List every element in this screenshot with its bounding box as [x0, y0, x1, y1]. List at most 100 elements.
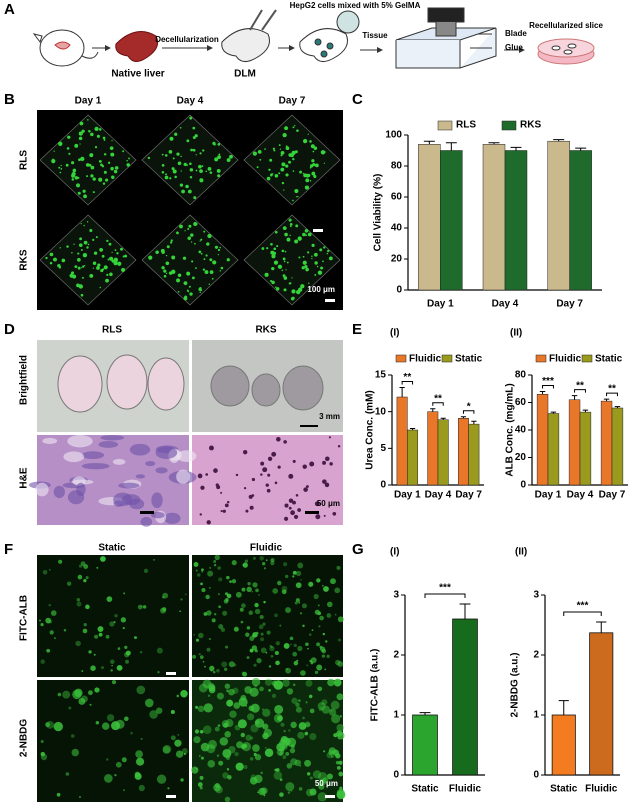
fluorescence-signal: [226, 593, 232, 599]
cell-signal: [115, 260, 118, 263]
cell-signal: [155, 250, 159, 254]
fluorescence-signal: [75, 640, 81, 647]
cell-signal: [304, 185, 309, 190]
error-bar: [430, 408, 436, 412]
legend-swatch: [395, 354, 407, 363]
cell-signal: [73, 243, 75, 245]
fluorescence-signal: [224, 796, 231, 803]
bar: [457, 418, 469, 486]
cell-signal: [307, 185, 309, 188]
cell-signal: [206, 242, 210, 246]
cell-signal: [214, 157, 219, 162]
cell-signal: [121, 267, 126, 273]
fluorescence-signal: [262, 725, 265, 728]
syringe: [249, 9, 277, 31]
significance-bracket: [574, 389, 586, 393]
slicer-body: [395, 28, 497, 69]
cell-signal: [189, 168, 194, 172]
fluorescence-signal: [111, 680, 117, 685]
panel-label: E: [352, 321, 362, 338]
cell-signal: [77, 252, 80, 255]
nucleus: [265, 483, 269, 487]
legend-label: RKS: [520, 120, 541, 131]
cell-signal: [79, 143, 81, 145]
fluorescence-signal: [167, 787, 170, 790]
panel-subtitle: (II): [510, 328, 522, 339]
fluorescence-signal: [264, 678, 273, 686]
cell-signal: [307, 133, 309, 135]
he-texture: [129, 498, 145, 510]
fluorescence-signal: [48, 568, 51, 571]
error-bar: [399, 386, 405, 397]
error-bar: [614, 406, 621, 408]
fluorescence-signal: [213, 563, 217, 567]
fluorescence-signal: [316, 578, 321, 583]
fluorescence-signal: [261, 708, 264, 711]
cell-signal: [59, 171, 62, 174]
fluorescence-signal: [62, 690, 71, 699]
fluorescence-signal: [265, 559, 268, 562]
nucleus: [260, 461, 265, 466]
fluorescence-signal: [120, 617, 127, 623]
fluorescence-signal: [263, 728, 273, 738]
fluorescence-signal: [97, 626, 104, 633]
fluorescence-signal: [297, 699, 301, 703]
row-label: H&E: [19, 467, 30, 488]
nucleus: [262, 467, 268, 473]
fluorescence-signal: [195, 638, 200, 642]
cell-signal: [304, 264, 308, 269]
scale-label: 50 μm: [315, 779, 338, 788]
fluorescence-signal: [213, 613, 217, 616]
nucleus: [337, 445, 341, 448]
cell-signal: [68, 152, 71, 155]
nucleus: [284, 516, 289, 521]
fluorescence-signal: [323, 750, 326, 753]
fluorescence-signal: [260, 637, 265, 642]
cell-signal: [98, 128, 102, 131]
fluorescence-signal: [249, 777, 258, 785]
step-label: Decellularization: [155, 35, 219, 44]
cell-signal: [187, 290, 190, 293]
fluorescence-signal: [258, 787, 266, 796]
cell-signal: [311, 243, 315, 247]
cell-signal: [186, 271, 191, 276]
cell-signal: [307, 232, 312, 237]
fluorescence-signal: [254, 602, 259, 608]
cell-signal: [217, 155, 221, 160]
nucleus: [224, 503, 229, 508]
error-bar: [459, 603, 471, 619]
cell-signal: [309, 140, 312, 143]
cell-signal: [96, 266, 100, 270]
volume-outline: [39, 114, 137, 206]
cell-signal: [52, 158, 54, 160]
fluorescence-signal: [208, 638, 211, 640]
cell-signal: [311, 255, 313, 258]
fluorescence-signal: [90, 665, 96, 671]
cell-signal: [226, 258, 230, 262]
slicer-head: [427, 7, 465, 23]
cell-signal: [288, 218, 292, 222]
fluorescence-signal: [214, 554, 220, 561]
error-bar: [440, 417, 446, 420]
cell-signal: [83, 240, 88, 245]
cell-signal: [99, 286, 102, 289]
cell-signal: [163, 274, 167, 278]
fluorescence-signal: [245, 734, 252, 741]
step-label: Blade: [505, 29, 527, 38]
x-tick-label: Day 7: [556, 299, 583, 310]
cell-signal: [183, 162, 187, 167]
fluorescence-signal: [160, 607, 166, 614]
volume-outline: [141, 214, 239, 306]
fluorescence-signal: [95, 720, 100, 725]
cell-signal: [252, 151, 257, 156]
fluorescence-signal: [260, 632, 264, 636]
cell-signal: [106, 239, 109, 243]
cell-signal: [195, 267, 197, 269]
cell-dot: [326, 42, 334, 50]
cell-signal: [83, 224, 85, 227]
fluorescence-signal: [326, 613, 332, 618]
fluorescence-signal: [327, 678, 335, 687]
cell-signal: [101, 254, 105, 258]
fluorescence-signal: [240, 732, 246, 738]
nucleus: [271, 451, 277, 457]
